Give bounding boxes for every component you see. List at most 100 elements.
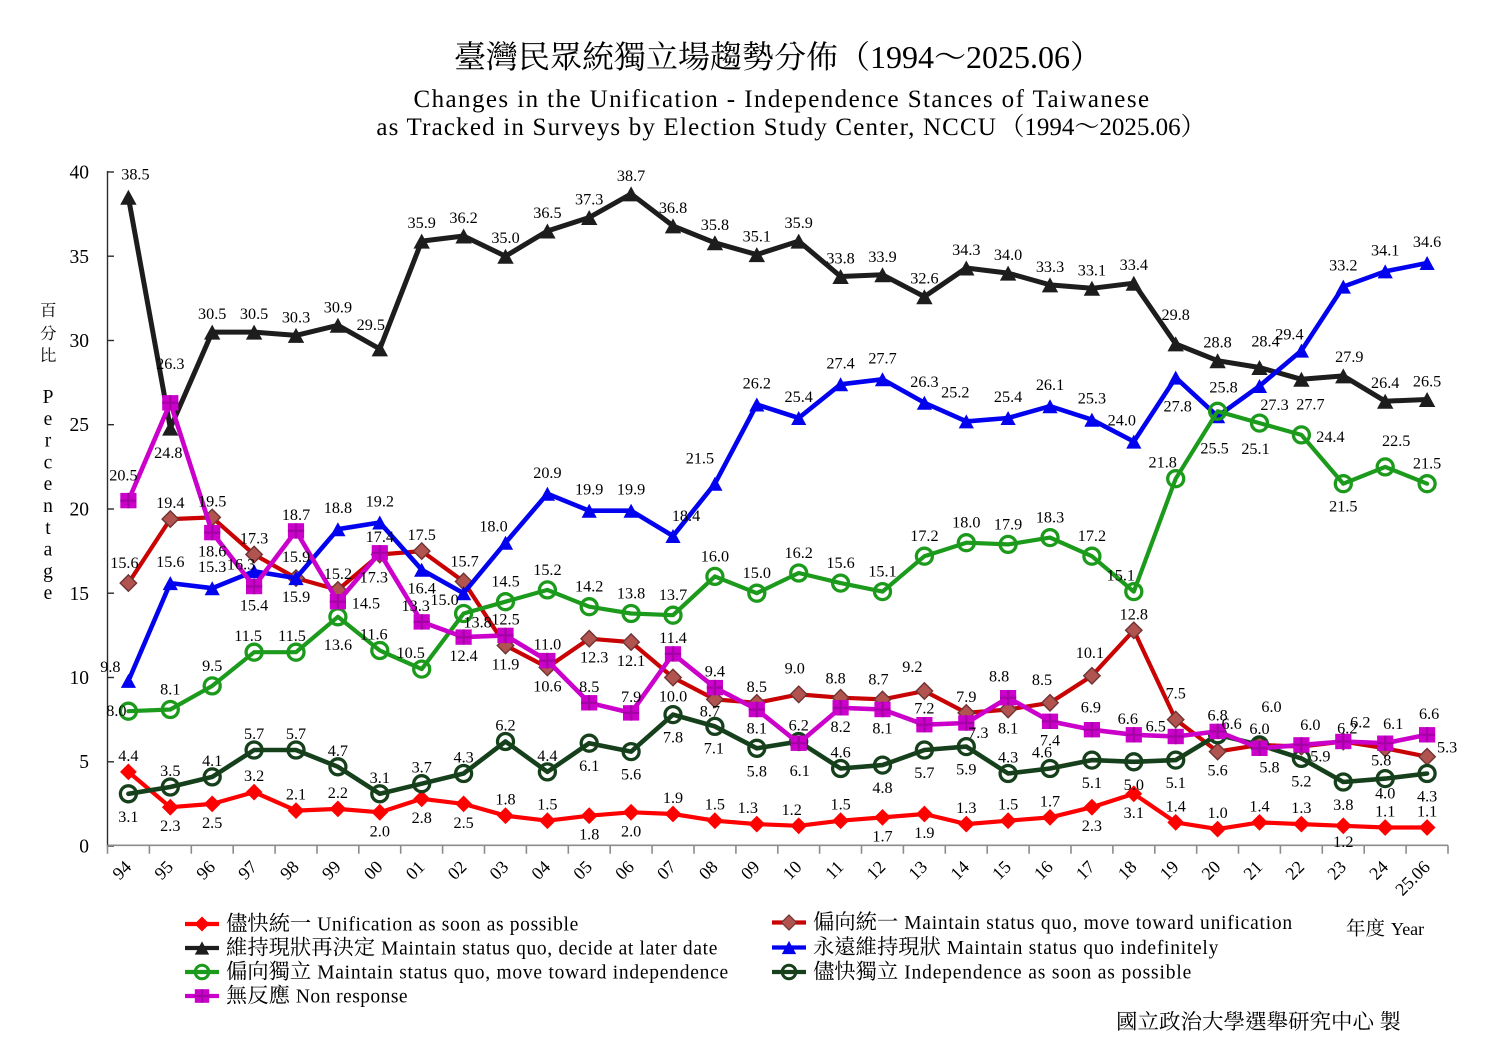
svg-text:1.5: 1.5: [537, 796, 557, 814]
svg-text:6.8: 6.8: [1207, 706, 1227, 724]
svg-text:33.2: 33.2: [1329, 257, 1357, 275]
svg-text:15.9: 15.9: [282, 588, 310, 606]
svg-text:6.9: 6.9: [1081, 699, 1101, 717]
svg-text:t: t: [45, 518, 51, 539]
svg-text:1.7: 1.7: [1040, 792, 1060, 810]
svg-text:1.3: 1.3: [1291, 799, 1311, 817]
svg-text:16.2: 16.2: [785, 544, 813, 562]
svg-text:18.8: 18.8: [324, 499, 352, 517]
svg-text:6.0: 6.0: [1300, 716, 1320, 734]
svg-text:9.5: 9.5: [202, 657, 222, 675]
svg-text:4.6: 4.6: [830, 744, 850, 762]
svg-text:c: c: [44, 452, 53, 473]
svg-text:21.8: 21.8: [1149, 454, 1177, 472]
svg-text:2025.06: 2025.06: [966, 39, 1070, 75]
svg-text:27.4: 27.4: [826, 354, 854, 372]
svg-text:11.0: 11.0: [534, 636, 562, 654]
svg-text:33.9: 33.9: [868, 248, 896, 266]
svg-text:25.4: 25.4: [785, 388, 813, 406]
svg-text:30.5: 30.5: [240, 305, 268, 323]
svg-text:Year: Year: [1391, 919, 1424, 939]
svg-text:28.4: 28.4: [1251, 333, 1279, 351]
svg-text:27.9: 27.9: [1335, 348, 1363, 366]
svg-text:29.4: 29.4: [1275, 326, 1303, 344]
svg-text:15.4: 15.4: [240, 597, 268, 615]
svg-text:26.1: 26.1: [1036, 376, 1064, 394]
svg-text:5: 5: [79, 752, 89, 773]
svg-text:9.0: 9.0: [785, 659, 805, 677]
svg-text:19.9: 19.9: [617, 481, 645, 499]
svg-text:34.0: 34.0: [994, 246, 1022, 264]
svg-text:6.1: 6.1: [1383, 715, 1403, 733]
svg-text:8.5: 8.5: [579, 678, 599, 696]
svg-text:33.1: 33.1: [1078, 261, 1106, 279]
svg-text:12.8: 12.8: [1120, 605, 1148, 623]
svg-text:4.0: 4.0: [1375, 785, 1395, 803]
svg-text:5.8: 5.8: [1259, 758, 1279, 776]
svg-text:36.2: 36.2: [449, 209, 477, 227]
svg-text:32.6: 32.6: [910, 270, 938, 288]
svg-text:5.3: 5.3: [1437, 739, 1457, 757]
svg-text:13.6: 13.6: [324, 636, 352, 654]
svg-text:e: e: [44, 409, 53, 430]
svg-text:15.2: 15.2: [533, 561, 561, 579]
svg-text:2.2: 2.2: [328, 784, 348, 802]
svg-text:5.7: 5.7: [914, 764, 934, 782]
svg-text:P: P: [43, 387, 54, 408]
svg-text:3.1: 3.1: [118, 808, 138, 826]
svg-text:17.3: 17.3: [240, 530, 268, 548]
svg-text:1.7: 1.7: [872, 827, 892, 845]
svg-text:15.0: 15.0: [430, 591, 458, 609]
svg-text:7.9: 7.9: [956, 688, 976, 706]
svg-text:33.8: 33.8: [826, 250, 854, 268]
svg-text:n: n: [43, 496, 53, 517]
svg-text:30: 30: [70, 331, 90, 352]
svg-text:8.1: 8.1: [747, 720, 767, 738]
svg-text:8.1: 8.1: [998, 720, 1018, 738]
svg-text:7.5: 7.5: [1166, 685, 1186, 703]
svg-text:36.5: 36.5: [533, 204, 561, 222]
svg-text:40: 40: [70, 163, 90, 184]
svg-text:6.2: 6.2: [495, 717, 515, 735]
svg-text:a: a: [44, 540, 53, 561]
svg-text:27.8: 27.8: [1164, 398, 1192, 416]
svg-text:7.4: 7.4: [1040, 731, 1060, 749]
svg-text:17.3: 17.3: [360, 569, 388, 587]
svg-text:Unification as soon as possibl: Unification as soon as possible: [317, 915, 579, 936]
svg-text:1.4: 1.4: [1166, 797, 1186, 815]
svg-text:3.1: 3.1: [1124, 804, 1144, 822]
svg-text:2.5: 2.5: [202, 814, 222, 832]
svg-text:19.4: 19.4: [156, 494, 184, 512]
svg-text:Maintain status quo, move towa: Maintain status quo, move toward unifica…: [904, 913, 1293, 934]
svg-text:30.5: 30.5: [198, 305, 226, 323]
svg-text:16.0: 16.0: [701, 547, 729, 565]
svg-text:1.1: 1.1: [1375, 803, 1395, 821]
svg-text:Non response: Non response: [296, 987, 408, 1008]
svg-text:7.1: 7.1: [704, 739, 724, 757]
svg-text:21.5: 21.5: [686, 450, 714, 468]
svg-text:7.9: 7.9: [621, 688, 641, 706]
svg-text:1.9: 1.9: [663, 789, 683, 807]
svg-text:13.7: 13.7: [659, 586, 687, 604]
svg-text:2.0: 2.0: [621, 822, 641, 840]
svg-text:33.4: 33.4: [1120, 256, 1148, 274]
svg-text:4.3: 4.3: [453, 749, 473, 767]
svg-text:1994: 1994: [1024, 114, 1075, 141]
svg-text:1.5: 1.5: [998, 796, 1018, 814]
svg-text:e: e: [44, 583, 53, 604]
svg-text:4.7: 4.7: [328, 742, 348, 760]
svg-text:12.4: 12.4: [449, 647, 477, 665]
svg-text:1.0: 1.0: [1207, 804, 1227, 822]
svg-text:35.9: 35.9: [408, 214, 436, 232]
svg-text:3.5: 3.5: [160, 762, 180, 780]
svg-text:34.3: 34.3: [952, 241, 980, 259]
svg-text:24.0: 24.0: [1108, 412, 1136, 430]
svg-text:26.5: 26.5: [1413, 373, 1441, 391]
svg-text:1.3: 1.3: [738, 799, 758, 817]
svg-text:15.2: 15.2: [324, 565, 352, 583]
svg-text:25.5: 25.5: [1200, 439, 1228, 457]
svg-text:5.1: 5.1: [1082, 774, 1102, 792]
svg-text:8.2: 8.2: [830, 718, 850, 736]
svg-text:1.2: 1.2: [782, 801, 802, 819]
svg-text:1.3: 1.3: [956, 799, 976, 817]
